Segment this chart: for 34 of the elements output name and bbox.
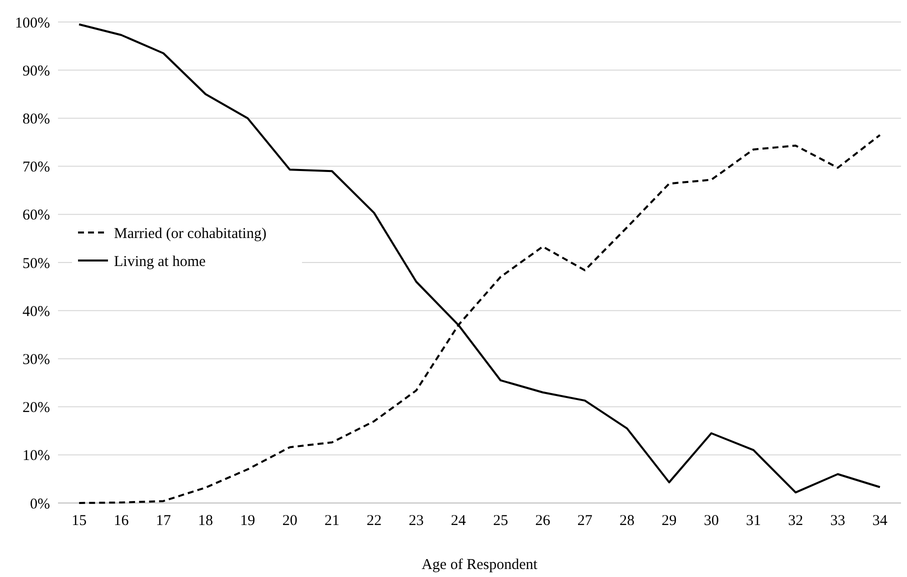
- x-tick-label: 31: [746, 513, 761, 529]
- x-tick-label: 21: [324, 513, 340, 529]
- x-tick-label: 34: [872, 513, 888, 529]
- x-tick-label: 26: [535, 513, 551, 529]
- x-tick-label: 27: [577, 513, 593, 529]
- y-tick-label: 80%: [22, 111, 50, 128]
- x-tick-label: 19: [240, 513, 256, 529]
- x-tick-label: 15: [72, 513, 87, 529]
- x-tick-label: 17: [156, 513, 172, 529]
- y-tick-label: 70%: [22, 160, 50, 176]
- x-tick-label: 29: [662, 513, 677, 529]
- x-tick-label: 28: [620, 513, 635, 529]
- y-tick-label: 100%: [15, 15, 50, 32]
- y-tick-label: 50%: [22, 256, 50, 272]
- x-tick-label: 30: [704, 513, 719, 529]
- y-tick-label: 90%: [22, 63, 50, 80]
- x-tick-label: 23: [408, 513, 424, 529]
- x-tick-label: 22: [366, 513, 382, 529]
- y-tick-label: 60%: [22, 208, 50, 224]
- x-tick-label: 16: [114, 513, 130, 529]
- x-tick-label: 25: [493, 513, 508, 529]
- legend-label: Married (or cohabitating): [114, 226, 266, 242]
- y-tick-label: 30%: [22, 352, 50, 368]
- legend-label: Living at home: [114, 254, 206, 270]
- y-tick-label: 40%: [22, 304, 50, 320]
- x-tick-label: 24: [450, 513, 466, 529]
- x-tick-label: 33: [830, 513, 846, 529]
- x-tick-label: 20: [282, 513, 298, 529]
- y-tick-label: 20%: [22, 400, 50, 416]
- x-tick-label: 18: [198, 513, 214, 529]
- x-tick-label: 32: [788, 513, 804, 529]
- y-tick-label: 10%: [22, 448, 50, 464]
- x-axis-title: Age of Respondent: [422, 557, 538, 573]
- y-tick-label: 0%: [30, 496, 50, 512]
